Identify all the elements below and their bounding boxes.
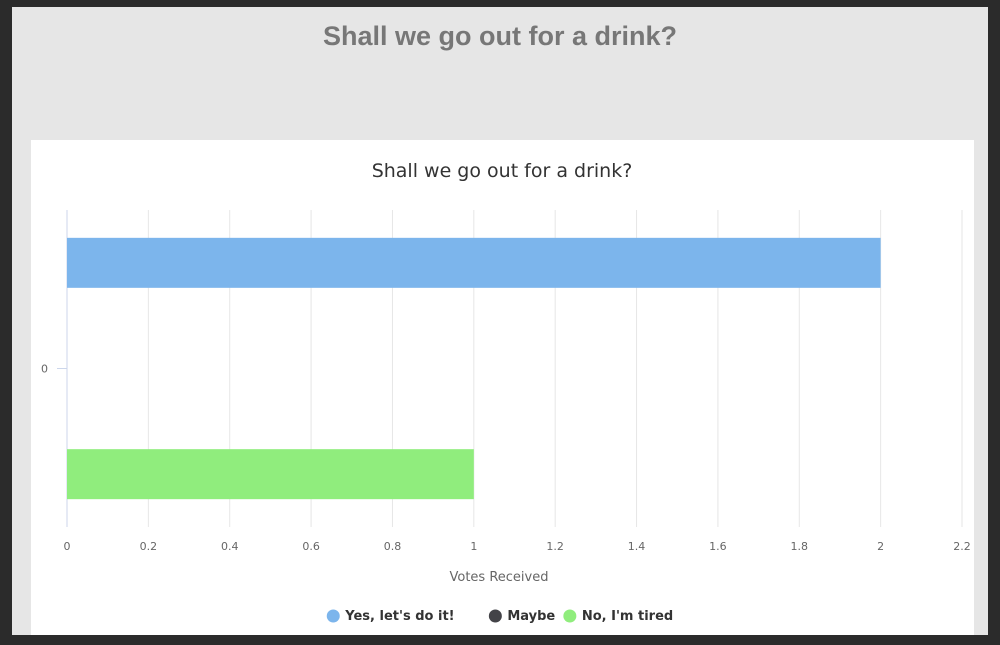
bars — [67, 237, 881, 500]
x-tick-label: 0.2 — [140, 540, 158, 553]
x-tick-label: 1.2 — [546, 540, 564, 553]
x-tick-label: 1 — [470, 540, 477, 553]
legend-item-yes-let-s-do-it[interactable]: Yes, let's do it! — [326, 609, 455, 624]
legend-label: Yes, let's do it! — [344, 609, 454, 624]
x-tick-label: 0.4 — [221, 540, 239, 553]
legend-marker — [326, 609, 340, 623]
x-tick-label: 1.4 — [628, 540, 646, 553]
legend: Yes, let's do it! Maybe No, I'm tired — [326, 609, 673, 624]
legend-item-maybe[interactable]: Maybe — [488, 609, 556, 624]
bar-no-i-m-tired[interactable] — [67, 449, 474, 500]
x-tick-label: 0 — [64, 540, 71, 553]
y-axis: 0 — [41, 363, 67, 376]
x-tick-label: 0.8 — [384, 540, 402, 553]
legend-label: No, I'm tired — [582, 609, 673, 624]
bar-yes-let-s-do-it[interactable] — [67, 237, 881, 288]
x-tick-label: 2.2 — [953, 540, 971, 553]
x-tick-labels: 0 0.2 0.4 0.6 0.8 1 1.2 1.4 1.6 1.8 2 2.2 — [64, 540, 971, 553]
x-tick-label: 2 — [877, 540, 884, 553]
poll-container: Shall we go out for a drink? 0 0 0.2 0.4 0.… — [12, 7, 988, 635]
page-title: Shall we go out for a drink? — [322, 21, 678, 51]
x-tick-label: 1.6 — [709, 540, 727, 553]
legend-marker — [563, 609, 577, 623]
chart-title: Shall we go out for a drink? — [372, 160, 633, 182]
bar-chart: 0 0 0.2 0.4 0.6 0.8 1 1.2 1.4 1.6 1.8 2 2.2 Yes, le… — [41, 160, 971, 624]
legend-label: Maybe — [507, 609, 555, 624]
legend-marker — [488, 609, 502, 623]
chart-card: 0 0 0.2 0.4 0.6 0.8 1 1.2 1.4 1.6 1.8 2 2.2 Yes, le… — [31, 140, 974, 635]
x-tick-label: 0.6 — [302, 540, 320, 553]
y-category-label: 0 — [41, 363, 48, 376]
x-axis-title: Votes Received — [450, 570, 549, 585]
x-tick-label: 1.8 — [791, 540, 809, 553]
legend-item-no-i-m-tired[interactable]: No, I'm tired — [563, 609, 673, 624]
